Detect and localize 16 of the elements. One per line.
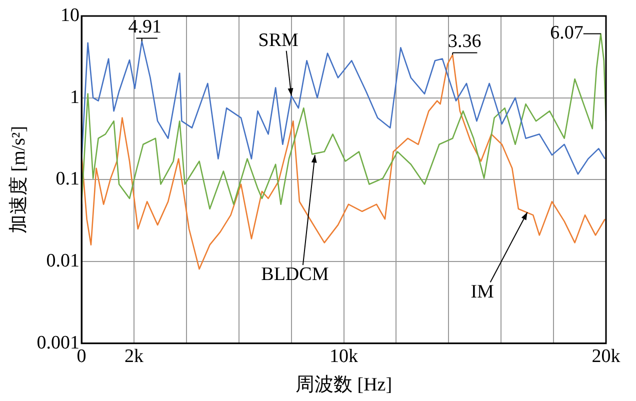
x-tick-label: 10k [330,346,359,367]
y-tick-label: 1 [70,86,80,108]
y-axis-title: 加速度 [m/s²] [7,126,30,234]
x-tick-label: 2k [124,346,144,367]
annotation: 6.07 [550,22,584,44]
x-tick-label: 0 [76,346,86,367]
y-tick-label: 0.01 [46,250,80,272]
text: IM [470,281,494,302]
x-axis-title: 周波数 [Hz] [295,374,392,396]
x-tick-label: 20k [592,346,621,367]
annotation: 3.36 [448,30,482,52]
annotation: 4.91 [128,16,162,38]
y-tick-label: 0.1 [56,168,80,190]
series-label: SRM [258,30,298,51]
y-tick-label: 10 [60,4,80,26]
text: BLDCM [261,264,329,286]
